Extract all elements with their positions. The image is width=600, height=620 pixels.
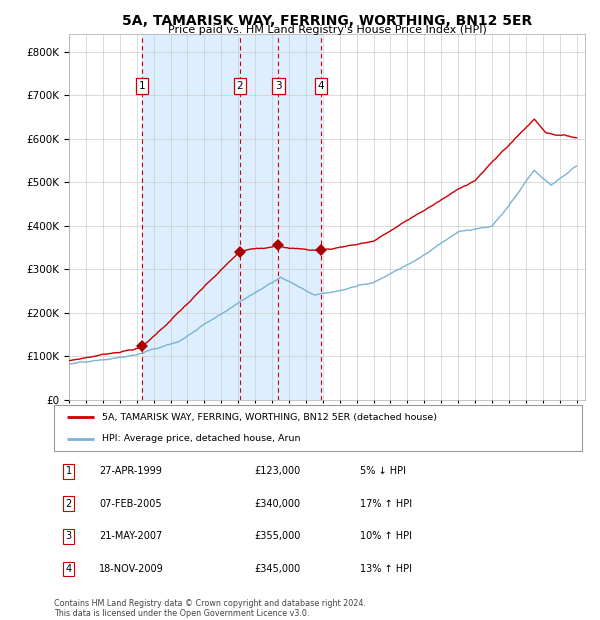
Text: 1: 1 <box>139 81 145 91</box>
Text: £123,000: £123,000 <box>254 466 301 476</box>
FancyBboxPatch shape <box>54 405 582 451</box>
Text: Price paid vs. HM Land Registry's House Price Index (HPI): Price paid vs. HM Land Registry's House … <box>167 25 487 35</box>
Text: 5A, TAMARISK WAY, FERRING, WORTHING, BN12 5ER: 5A, TAMARISK WAY, FERRING, WORTHING, BN1… <box>122 14 532 28</box>
Text: 5% ↓ HPI: 5% ↓ HPI <box>360 466 406 476</box>
Text: 4: 4 <box>317 81 324 91</box>
Text: 17% ↑ HPI: 17% ↑ HPI <box>360 499 412 509</box>
Text: 13% ↑ HPI: 13% ↑ HPI <box>360 564 412 574</box>
Text: Contains HM Land Registry data © Crown copyright and database right 2024.
This d: Contains HM Land Registry data © Crown c… <box>54 599 366 618</box>
Text: 2: 2 <box>236 81 243 91</box>
Text: 4: 4 <box>66 564 72 574</box>
Bar <box>142 34 321 400</box>
Text: HPI: Average price, detached house, Arun: HPI: Average price, detached house, Arun <box>101 434 300 443</box>
Text: 3: 3 <box>66 531 72 541</box>
Text: 1: 1 <box>66 466 72 476</box>
Text: £340,000: £340,000 <box>254 499 301 509</box>
Text: £355,000: £355,000 <box>254 531 301 541</box>
Text: 27-APR-1999: 27-APR-1999 <box>99 466 162 476</box>
Text: 2: 2 <box>65 499 72 509</box>
Text: 3: 3 <box>275 81 282 91</box>
Text: 07-FEB-2005: 07-FEB-2005 <box>99 499 161 509</box>
Text: 18-NOV-2009: 18-NOV-2009 <box>99 564 164 574</box>
Text: 10% ↑ HPI: 10% ↑ HPI <box>360 531 412 541</box>
Text: 21-MAY-2007: 21-MAY-2007 <box>99 531 162 541</box>
Text: £345,000: £345,000 <box>254 564 301 574</box>
Text: 5A, TAMARISK WAY, FERRING, WORTHING, BN12 5ER (detached house): 5A, TAMARISK WAY, FERRING, WORTHING, BN1… <box>101 413 437 422</box>
